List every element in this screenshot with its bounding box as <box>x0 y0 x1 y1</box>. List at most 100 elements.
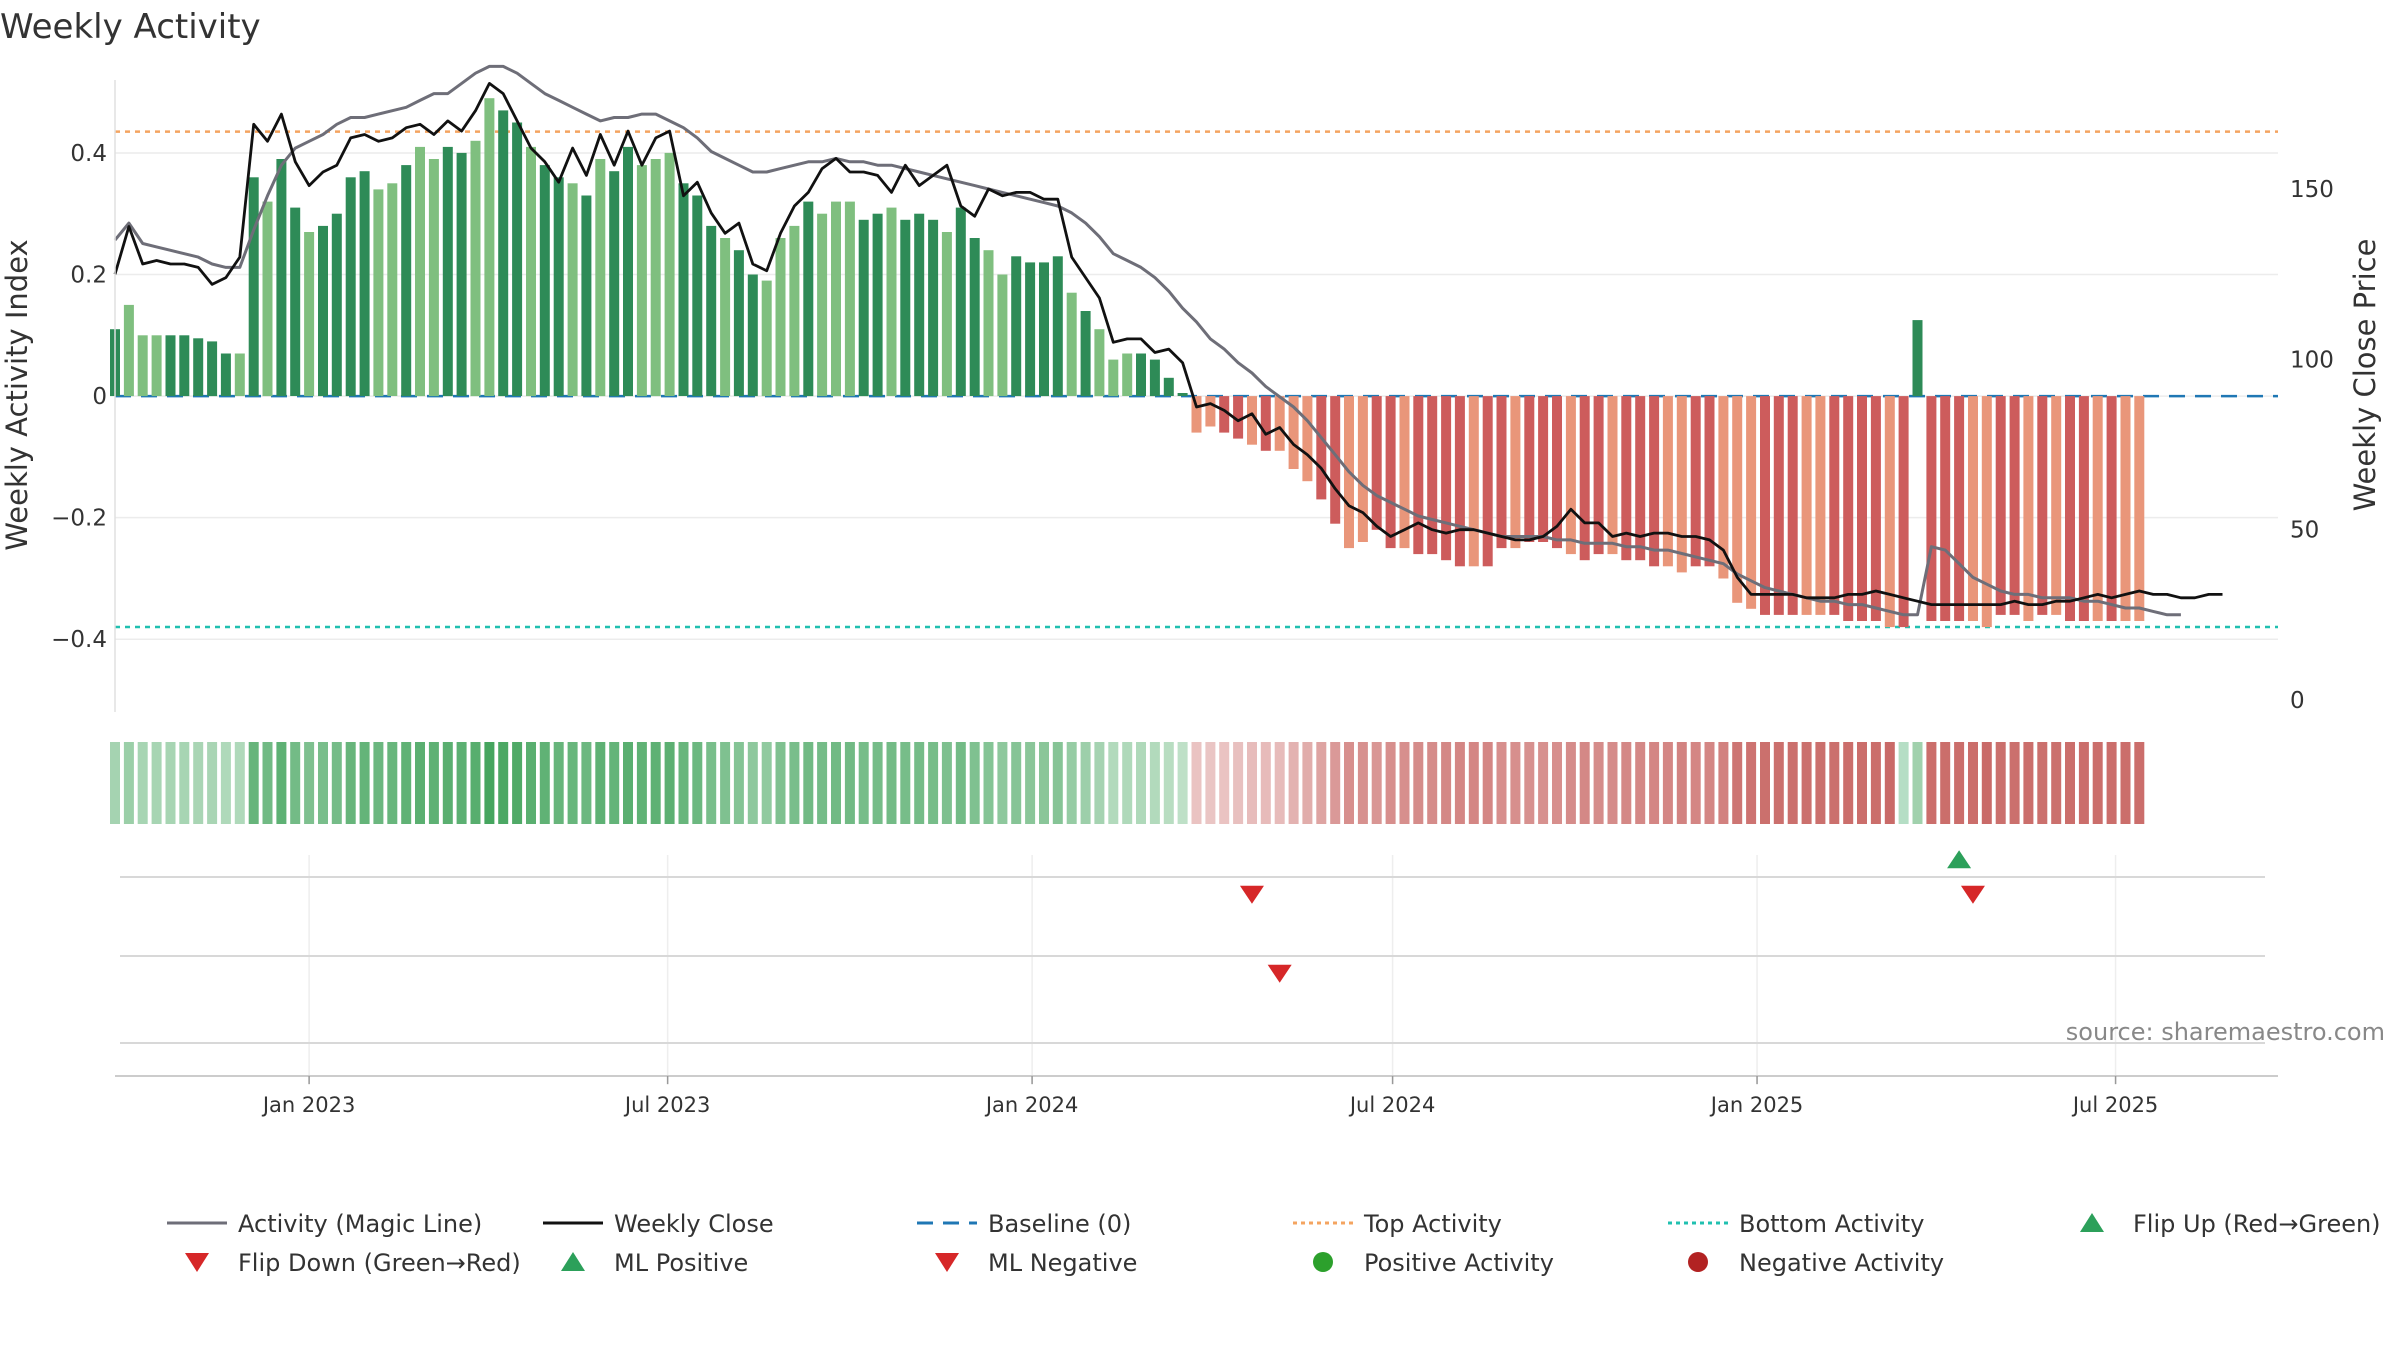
strip-cell <box>428 742 439 824</box>
legend: Activity (Magic Line) Weekly Close Baselin… <box>167 1210 2381 1277</box>
strip-cell <box>526 742 536 824</box>
strip-cell <box>609 742 620 824</box>
activity-strip <box>110 742 2145 824</box>
strip-cell <box>1149 742 1160 824</box>
activity-bar <box>900 219 911 397</box>
activity-bar <box>1857 396 1867 621</box>
activity-bar <box>207 341 218 397</box>
strip-cell <box>928 742 939 824</box>
strip-cell <box>262 742 273 824</box>
strip-cell <box>387 742 398 824</box>
activity-bar <box>456 152 467 396</box>
strip-cell <box>803 742 814 824</box>
legend-label: Top Activity <box>1363 1210 1502 1238</box>
legend-swatch <box>185 1253 209 1272</box>
strip-cell <box>2120 742 2131 824</box>
strip-cell <box>359 742 370 824</box>
strip-cell <box>706 742 717 824</box>
legend-swatch <box>1688 1252 1708 1272</box>
activity-bar <box>1538 396 1549 542</box>
y-tick-right: 50 <box>2290 518 2319 544</box>
strip-cell <box>1108 742 1119 824</box>
series-lines <box>113 64 2223 617</box>
strip-cell <box>1136 742 1146 824</box>
activity-bar <box>2051 396 2062 615</box>
strip-cell <box>914 742 925 824</box>
legend-item: ML Negative <box>935 1249 1137 1277</box>
strip-cell <box>623 742 633 824</box>
strip-cell <box>636 742 647 824</box>
strip-cell <box>331 742 342 824</box>
activity-bar <box>1843 396 1854 621</box>
strip-cell <box>1579 742 1590 824</box>
flip-up-marker <box>1947 850 1972 869</box>
strip-cell <box>1954 742 1965 824</box>
activity-bar <box>1496 396 1507 549</box>
strip-cell <box>401 742 412 824</box>
legend-item: Negative Activity <box>1688 1249 1944 1277</box>
strip-cell <box>761 742 772 824</box>
strip-cell <box>1260 742 1271 824</box>
activity-bar <box>290 207 301 396</box>
activity-bar <box>692 195 703 397</box>
activity-bar <box>1704 396 1715 567</box>
strip-cell <box>1607 742 1618 824</box>
activity-bar <box>1649 396 1660 567</box>
activity-bar <box>276 159 287 397</box>
y-axis-right-label: Weekly Close Price <box>2348 239 2382 512</box>
strip-cell <box>442 742 453 824</box>
strip-cell <box>1233 742 1244 824</box>
activity-bar <box>1288 396 1299 469</box>
activity-bar <box>928 219 939 397</box>
activity-bar <box>581 195 592 397</box>
activity-bar <box>1898 396 1909 628</box>
strip-cell <box>1995 742 2006 824</box>
strip-cell <box>1787 742 1798 824</box>
strip-cell <box>193 742 204 824</box>
strip-cell <box>1011 742 1022 824</box>
y-tick-right: 150 <box>2290 177 2334 203</box>
activity-bar <box>1052 256 1063 397</box>
strip-cell <box>1884 742 1895 824</box>
x-axis: Jan 2023 Jul 2023 Jan 2024 Jul 2024 Jan 2025… <box>115 1075 2278 1117</box>
ml-negative-marker <box>1267 964 1292 983</box>
strip-cell <box>650 742 661 824</box>
strip-cell <box>1219 742 1230 824</box>
weekly-close-line <box>113 82 2223 606</box>
strip-cell <box>1690 742 1701 824</box>
activity-bar <box>331 213 342 397</box>
strip-cell <box>733 742 744 824</box>
strip-cell <box>2065 742 2075 824</box>
strip-cell <box>539 742 550 824</box>
strip-cell <box>1025 742 1036 824</box>
strip-cell <box>1621 742 1632 824</box>
strip-cell <box>1565 742 1576 824</box>
activity-bar <box>969 238 980 396</box>
activity-bar <box>151 335 162 397</box>
strip-cell <box>1094 742 1105 824</box>
activity-bar <box>1080 311 1091 397</box>
strip-cell <box>512 742 523 824</box>
flip-down-marker <box>1960 885 1985 904</box>
strip-cell <box>886 742 897 824</box>
strip-cell <box>1773 742 1784 824</box>
activity-bar <box>2009 396 2020 615</box>
strip-cell <box>1552 742 1562 824</box>
activity-bar <box>914 213 925 397</box>
strip-cell <box>1538 742 1549 824</box>
strip-cell <box>720 742 731 824</box>
strip-cell <box>179 742 190 824</box>
strip-cell <box>1760 742 1770 824</box>
legend-label: Positive Activity <box>1364 1249 1554 1277</box>
x-tick-label: Jan 2025 <box>1709 1093 1804 1117</box>
legend-label: Flip Up (Red→Green) <box>2133 1210 2381 1238</box>
activity-bar <box>650 159 661 397</box>
activity-bar <box>539 165 550 397</box>
activity-bar <box>345 177 356 397</box>
activity-bar <box>1482 396 1493 567</box>
y-tick-left: 0.2 <box>70 263 107 289</box>
strip-cell <box>234 742 245 824</box>
y-tick-right: 100 <box>2290 347 2334 373</box>
strip-cell <box>817 742 828 824</box>
strip-cell <box>1482 742 1493 824</box>
